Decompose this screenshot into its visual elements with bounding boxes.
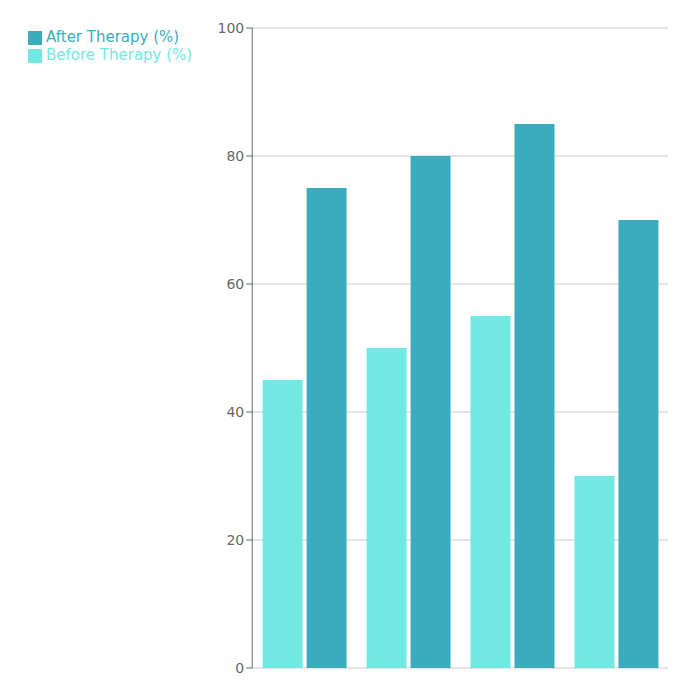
svg-text:0: 0	[235, 660, 244, 676]
html-text:After Therapy (%): After Therapy (%)	[46, 28, 180, 46]
svg-text:80: 80	[226, 148, 244, 164]
html-text:Before Therapy (%): Before Therapy (%)	[46, 46, 193, 64]
svg-text:100: 100	[217, 20, 244, 36]
svg-text:40: 40	[226, 404, 244, 420]
svg-text:20: 20	[226, 532, 244, 548]
svg-text:60: 60	[226, 276, 244, 292]
